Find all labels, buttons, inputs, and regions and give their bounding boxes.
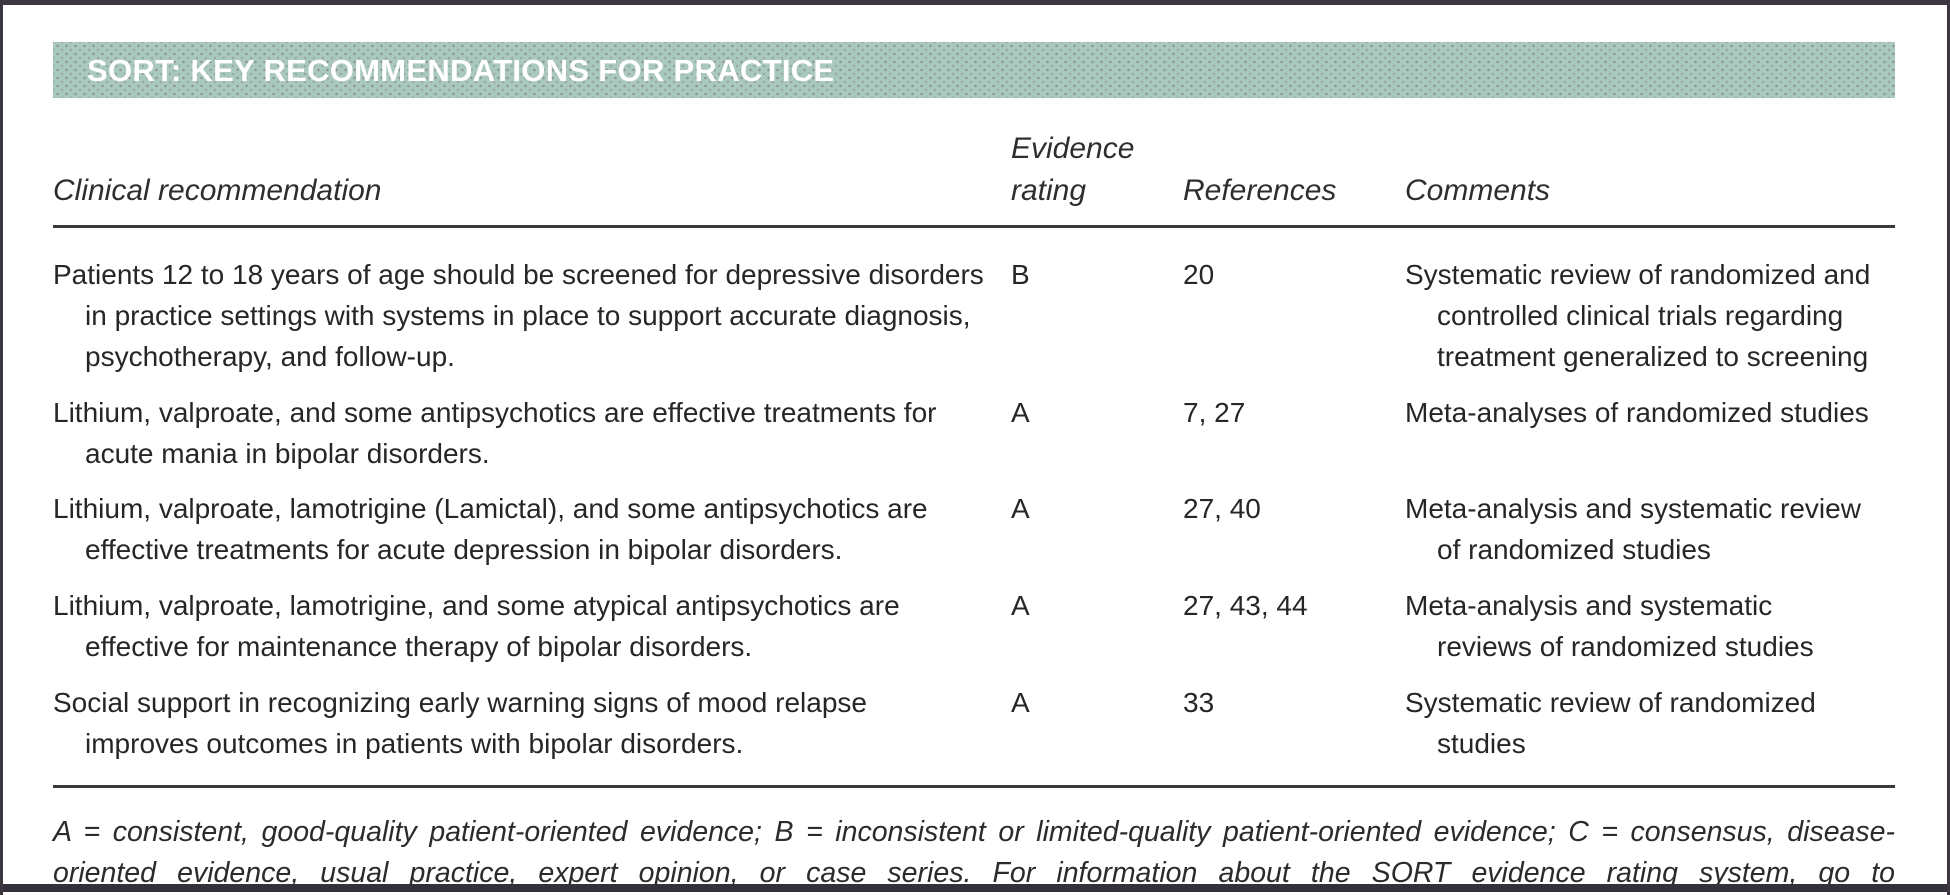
- cell-clinical-recommendation: Lithium, valproate, lamotrigine, and som…: [53, 590, 900, 662]
- table-row: Social support in recognizing early warn…: [53, 683, 1895, 780]
- column-header-comments: Comments: [1405, 174, 1551, 207]
- cell-comments: Systematic review of randomized and cont…: [1405, 259, 1871, 372]
- cell-references: 33: [1183, 686, 1215, 718]
- table-header-row: Clinical recommendation Evidence rating …: [53, 98, 1895, 227]
- cell-comments: Meta-analysis and systematic review of r…: [1405, 493, 1861, 566]
- column-header-evidence-rating: Evidence rating: [1011, 132, 1135, 207]
- table-row: Patients 12 to 18 years of age should be…: [53, 227, 1895, 393]
- table-row: Lithium, valproate, and some antipsychot…: [53, 393, 1895, 490]
- cell-comments: Meta-analysis and systematic reviews of …: [1405, 590, 1814, 662]
- cell-references: 7, 27: [1183, 396, 1246, 428]
- cell-references: 27, 40: [1183, 493, 1261, 525]
- column-header-references: References: [1183, 174, 1337, 207]
- cell-evidence-rating: A: [1011, 396, 1030, 428]
- cell-evidence-rating: A: [1011, 686, 1030, 718]
- sort-recommendations-table: Clinical recommendation Evidence rating …: [53, 98, 1895, 780]
- cell-comments: Systematic review of randomized studies: [1405, 686, 1816, 759]
- cell-clinical-recommendation: Lithium, valproate, and some antipsychot…: [53, 396, 937, 469]
- table-row: Lithium, valproate, lamotrigine (Lamicta…: [53, 489, 1895, 586]
- sort-evidence-footnote: A = consistent, good-quality patient-ori…: [53, 784, 1895, 895]
- cell-comments: Meta-analyses of randomized studies: [1405, 396, 1869, 428]
- table-row: Lithium, valproate, lamotrigine, and som…: [53, 586, 1895, 683]
- cell-evidence-rating: A: [1011, 590, 1030, 622]
- cell-clinical-recommendation: Social support in recognizing early warn…: [53, 686, 867, 759]
- column-header-clinical-recommendation: Clinical recommendation: [53, 174, 382, 207]
- cell-clinical-recommendation: Patients 12 to 18 years of age should be…: [53, 259, 984, 372]
- cell-evidence-rating: A: [1011, 493, 1030, 525]
- table-body: Patients 12 to 18 years of age should be…: [53, 227, 1895, 780]
- figure-content: SORT: KEY RECOMMENDATIONS FOR PRACTICE C…: [3, 5, 1947, 895]
- cell-clinical-recommendation: Lithium, valproate, lamotrigine (Lamicta…: [53, 493, 928, 566]
- frame-bottom-bar: [3, 884, 1947, 892]
- cell-references: 20: [1183, 259, 1215, 290]
- table-title: SORT: KEY RECOMMENDATIONS FOR PRACTICE: [87, 53, 835, 88]
- cell-evidence-rating: B: [1011, 259, 1030, 290]
- cell-references: 27, 43, 44: [1183, 590, 1308, 622]
- frame-top-bar: [3, 0, 1947, 5]
- table-title-bar: SORT: KEY RECOMMENDATIONS FOR PRACTICE: [53, 42, 1895, 98]
